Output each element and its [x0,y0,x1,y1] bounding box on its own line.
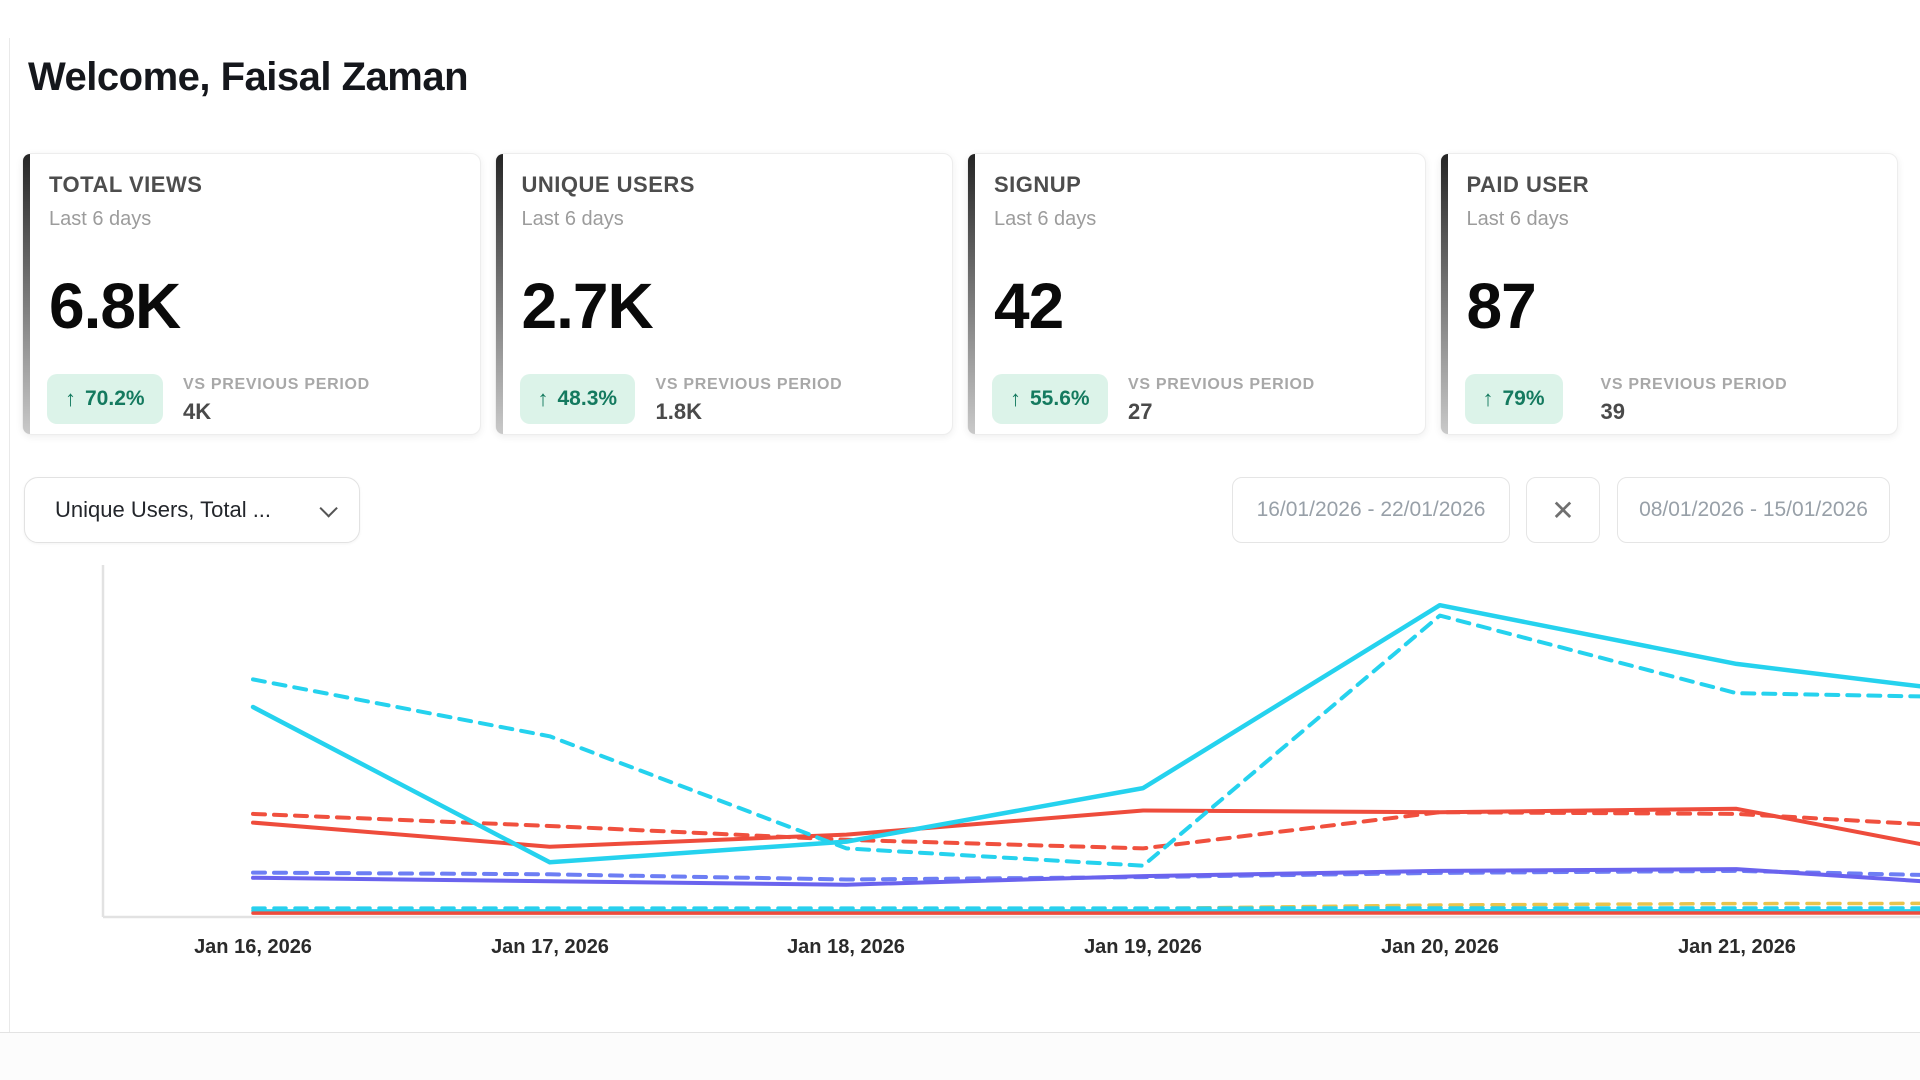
vs-previous-value: 27 [1128,399,1153,424]
x-tick-jan16: Jan 16, 2026 [194,936,312,958]
metric-select-dropdown[interactable]: Unique Users, Total ... [24,477,360,543]
card-accent-bar [23,154,30,434]
card-title: PAID USER [1466,172,1590,197]
card-value: 2.7K [521,270,654,342]
up-arrow-icon: ↑ [1482,386,1494,411]
vs-previous-value: 4K [183,399,212,424]
chart-svg [101,565,1920,919]
vs-previous-label: VS PREVIOUS PERIOD [655,376,843,393]
vs-previous-label: VS PREVIOUS PERIOD [1600,376,1788,393]
clear-comparison-button[interactable]: ✕ [1526,477,1600,543]
line-chart: 8000 6000 4000 2000 Jan 16, 2026 Jan 17,… [0,560,1920,980]
x-tick-jan17: Jan 17, 2026 [491,936,609,958]
card-period: Last 6 days [49,208,152,230]
vs-previous-label: VS PREVIOUS PERIOD [183,376,370,393]
content-left-border [9,38,10,1032]
chart-line-indigo-current [251,867,1920,887]
close-icon: ✕ [1551,494,1575,526]
date-range-previous-input[interactable]: 08/01/2026 - 15/01/2026 [1617,477,1890,543]
card-title: UNIQUE USERS [521,172,695,197]
card-title: SIGNUP [994,172,1082,197]
change-badge: ↑ 70.2% [47,374,163,424]
bottom-divider [0,1032,1920,1033]
chart-line-red-previous [251,810,1920,851]
card-value: 6.8K [49,270,181,342]
page-title: Welcome, Faisal Zaman [28,55,469,99]
up-arrow-icon: ↑ [537,386,549,411]
change-badge: ↑ 48.3% [519,374,636,424]
vs-previous-value: 39 [1600,399,1625,424]
stat-card-total-views: TOTAL VIEWS Last 6 days 6.8K ↑ 70.2% VS P… [22,153,481,435]
card-period: Last 6 days [1466,208,1569,230]
change-percent: 48.3% [557,387,618,410]
change-percent: 55.6% [1030,387,1090,410]
stat-card-paid-user: PAID USER Last 6 days 87 ↑ 79% VS PREVIOU… [1439,153,1898,435]
x-tick-jan18: Jan 18, 2026 [787,936,905,958]
change-percent: 70.2% [85,387,145,410]
card-accent-bar [968,154,975,434]
metric-select-label: Unique Users, Total ... [55,497,272,522]
vs-previous-block: VS PREVIOUS PERIOD 27 [1128,376,1315,425]
change-badge: ↑ 55.6% [992,374,1108,424]
card-title: TOTAL VIEWS [49,172,203,197]
change-badge: ↑ 79% [1464,374,1563,424]
card-accent-bar [1440,154,1448,434]
stat-cards-row: TOTAL VIEWS Last 6 days 6.8K ↑ 70.2% VS P… [22,153,1898,435]
vs-previous-value: 1.8K [655,399,702,424]
stat-card-signup: SIGNUP Last 6 days 42 ↑ 55.6% VS PREVIOUS… [967,153,1426,435]
x-tick-jan21: Jan 21, 2026 [1678,936,1796,958]
chevron-down-icon [319,498,338,518]
card-period: Last 6 days [521,208,624,230]
chart-series-group [250,602,1920,915]
card-value: 42 [994,270,1064,342]
x-tick-jan19: Jan 19, 2026 [1084,936,1202,958]
stat-card-unique-users: UNIQUE USERS Last 6 days 2.7K ↑ 48.3% VS … [494,153,953,435]
card-accent-bar [495,154,503,434]
bottom-band [0,1033,1920,1080]
chart-line-cyan-current [250,602,1920,865]
up-arrow-icon: ↑ [65,386,76,411]
vs-previous-block: VS PREVIOUS PERIOD 4K [183,376,370,425]
date-range-current-input[interactable]: 16/01/2026 - 22/01/2026 [1232,477,1510,543]
change-percent: 79% [1502,387,1545,410]
card-value: 87 [1466,270,1537,342]
x-tick-jan20: Jan 20, 2026 [1381,936,1499,958]
chart-line-red-current [251,806,1920,849]
vs-previous-label: VS PREVIOUS PERIOD [1128,376,1315,393]
up-arrow-icon: ↑ [1010,386,1021,411]
vs-previous-block: VS PREVIOUS PERIOD 1.8K [656,376,843,425]
card-period: Last 6 days [994,208,1097,230]
chart-line-cyan-previous [251,613,1920,868]
vs-previous-block: VS PREVIOUS PERIOD 39 [1601,376,1788,425]
